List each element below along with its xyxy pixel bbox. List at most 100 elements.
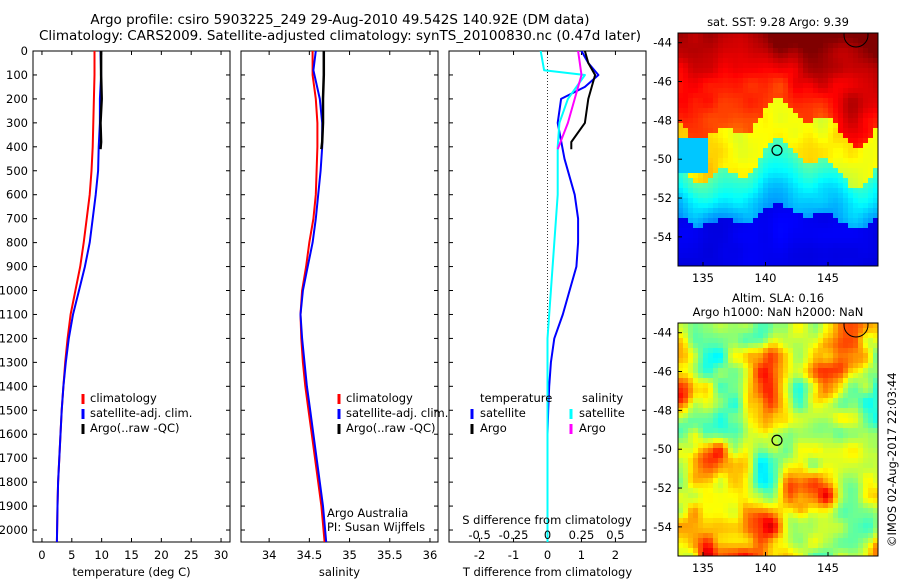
map-cell — [853, 498, 859, 504]
map-cell — [788, 143, 794, 149]
map-cell — [843, 163, 849, 169]
map-cell — [698, 453, 704, 459]
map-cell — [678, 123, 684, 129]
map-cell — [718, 408, 724, 414]
map-cell — [838, 328, 844, 334]
map-cell — [783, 88, 789, 94]
map-cell — [853, 68, 859, 74]
map-cell — [723, 178, 729, 184]
map-cell — [768, 258, 774, 264]
map-cell — [818, 198, 824, 204]
map-cell — [778, 528, 784, 534]
map-cell — [783, 368, 789, 374]
map-cell — [683, 353, 689, 359]
map-cell — [773, 448, 779, 454]
map-cell — [813, 253, 819, 259]
map-cell — [838, 93, 844, 99]
map-cell — [788, 448, 794, 454]
map-cell — [713, 523, 719, 529]
map-cell — [778, 253, 784, 259]
map-cell — [708, 168, 714, 174]
y-tick-label: 1600 — [0, 427, 28, 441]
map-cell — [808, 323, 814, 329]
map-cell — [803, 468, 809, 474]
map-cell — [698, 323, 704, 329]
map-cell — [798, 248, 804, 254]
map-cell — [788, 88, 794, 94]
map-cell — [708, 383, 714, 389]
map-cell — [868, 503, 874, 509]
map-cell — [773, 328, 779, 334]
map-cell — [788, 168, 794, 174]
map-cell — [718, 333, 724, 339]
map-cell — [718, 88, 724, 94]
map-cell — [708, 263, 714, 266]
annotation-text: PI: Susan Wijffels — [327, 520, 425, 534]
map-cell — [798, 543, 804, 549]
argo-position-marker — [771, 144, 783, 156]
map-cell — [708, 483, 714, 489]
map-cell — [863, 223, 869, 229]
map-cell — [798, 198, 804, 204]
map-cell — [858, 338, 864, 344]
map-cell — [808, 193, 814, 199]
map-cell — [683, 358, 689, 364]
map-cell — [753, 333, 759, 339]
map-cell — [743, 503, 749, 509]
map-cell — [848, 393, 854, 399]
map-cell — [798, 63, 804, 69]
map-cell — [848, 203, 854, 209]
map-cell — [738, 488, 744, 494]
map-cell — [803, 213, 809, 219]
map-cell — [713, 148, 719, 154]
map-cell — [808, 118, 814, 124]
map-cell — [738, 493, 744, 499]
map-cell — [853, 523, 859, 529]
map-cell — [828, 33, 834, 39]
map-cell — [833, 378, 839, 384]
map-cell — [863, 553, 869, 556]
map-cell — [813, 233, 819, 239]
map-cell — [833, 423, 839, 429]
map-cell — [808, 198, 814, 204]
map-cell — [813, 78, 819, 84]
map-cell — [683, 428, 689, 434]
map-cell — [823, 48, 829, 54]
map-cell — [843, 43, 849, 49]
map-cell — [868, 343, 874, 349]
map-cell — [763, 248, 769, 254]
legend-header: temperature — [480, 391, 552, 405]
map-cell — [683, 203, 689, 209]
map-cell — [853, 548, 859, 554]
map-cell — [758, 543, 764, 549]
map-cell — [868, 163, 874, 169]
map-x-tick-label: 145 — [817, 561, 839, 575]
map-cell — [828, 118, 834, 124]
map-cell — [743, 508, 749, 514]
map-cell — [743, 468, 749, 474]
map-cell — [873, 228, 878, 234]
map-cell — [738, 373, 744, 379]
map-cell — [828, 113, 834, 119]
map-cell — [828, 488, 834, 494]
map-cell — [683, 218, 689, 224]
map-cell — [738, 498, 744, 504]
map-cell — [713, 213, 719, 219]
map-cell — [823, 418, 829, 424]
map-cell — [768, 498, 774, 504]
map-cell — [688, 433, 694, 439]
map-cell — [778, 448, 784, 454]
map-cell — [723, 378, 729, 384]
map-cell — [828, 508, 834, 514]
map-cell — [788, 178, 794, 184]
map-cell — [723, 358, 729, 364]
map-cell — [778, 223, 784, 229]
map-cell — [693, 413, 699, 419]
map-cell — [838, 553, 844, 556]
map-cell — [718, 248, 724, 254]
map-cell — [678, 78, 684, 84]
map-cell — [763, 213, 769, 219]
map-cell — [828, 338, 834, 344]
map-cell — [703, 398, 709, 404]
map-cell — [818, 258, 824, 264]
